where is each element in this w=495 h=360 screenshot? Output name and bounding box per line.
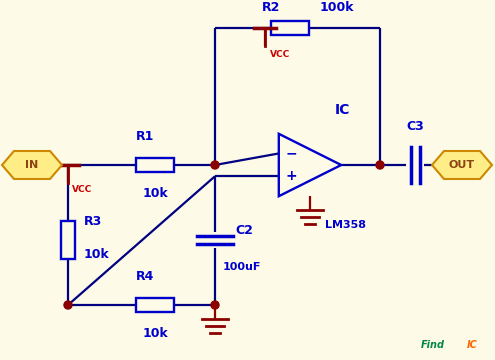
Text: VCC: VCC [270,50,290,59]
Text: 100uF: 100uF [223,262,261,272]
Text: C3: C3 [406,120,424,133]
Text: LM358: LM358 [325,220,366,230]
Circle shape [64,301,72,309]
Text: IN: IN [25,160,39,170]
Text: −: − [286,147,297,161]
Polygon shape [432,151,492,179]
Text: 10k: 10k [142,327,168,340]
Text: R2: R2 [262,1,280,14]
Text: 10k: 10k [142,187,168,200]
Text: 100k: 100k [320,1,354,14]
Bar [136,158,174,172]
Circle shape [211,301,219,309]
Text: IC: IC [335,103,350,117]
Circle shape [376,161,384,169]
Text: R4: R4 [136,270,154,283]
Text: +: + [286,170,297,184]
Text: IC: IC [467,340,478,350]
Text: R3: R3 [84,215,102,228]
Text: R1: R1 [136,130,154,143]
Bar [61,221,75,259]
Text: C2: C2 [235,224,253,237]
Bar [136,298,174,312]
Text: 10k: 10k [84,248,110,261]
Bar [271,21,309,35]
Polygon shape [2,151,62,179]
Text: Find: Find [421,340,445,350]
Text: VCC: VCC [72,185,92,194]
Text: OUT: OUT [449,160,475,170]
Circle shape [211,161,219,169]
